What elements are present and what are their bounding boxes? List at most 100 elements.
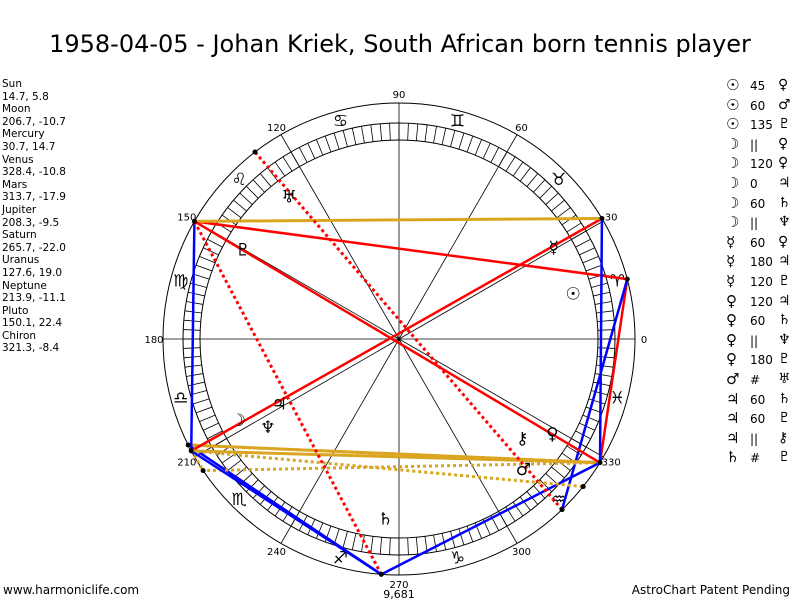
aspect-label: 60 bbox=[750, 98, 766, 113]
aspect-line bbox=[190, 217, 603, 452]
planet-marker bbox=[580, 484, 586, 490]
aspect-label: 120 bbox=[750, 294, 773, 309]
hatch-tick bbox=[274, 161, 286, 177]
aspect-line bbox=[186, 444, 205, 472]
degree-label: 300 bbox=[512, 547, 531, 558]
planet-coords: 30.7, 14.7 bbox=[2, 140, 56, 153]
hatch-tick bbox=[533, 485, 546, 499]
aspect-label: 180 bbox=[750, 255, 773, 270]
zodiac-sign-icon: ♊ bbox=[450, 112, 465, 132]
hatch-tick bbox=[370, 124, 374, 142]
hatch-tick bbox=[490, 147, 500, 163]
planet-glyph-icon: ☉ bbox=[726, 76, 740, 94]
hatch-tick bbox=[407, 537, 409, 555]
planet-glyph-icon: ♆ bbox=[778, 331, 791, 348]
planet-glyph-icon: ☽ bbox=[726, 193, 740, 212]
aspect-label: 60 bbox=[750, 314, 766, 329]
planet-glyph-icon: ☉ bbox=[726, 95, 740, 114]
planet-marker bbox=[200, 468, 206, 474]
hatch-tick bbox=[505, 156, 516, 172]
hatch-tick bbox=[227, 207, 242, 219]
hatch-tick bbox=[597, 319, 615, 323]
hatch-tick bbox=[415, 537, 419, 555]
degree-label: 0 bbox=[641, 335, 647, 346]
planet-glyph-icon: ♀ bbox=[726, 350, 737, 369]
aspect-line bbox=[598, 278, 629, 463]
radial-line bbox=[398, 338, 518, 544]
planet-marker bbox=[624, 276, 630, 282]
aspect-row: ♀ 180 ♇ bbox=[726, 350, 800, 370]
degree-label: 90 bbox=[393, 90, 406, 101]
aspect-label: || bbox=[750, 137, 759, 152]
planet-coords: 313.7, -17.9 bbox=[2, 191, 66, 204]
degree-label: 60 bbox=[515, 123, 528, 134]
site-link[interactable]: www.harmoniclife.com bbox=[3, 583, 140, 597]
planet-name: Chiron bbox=[2, 329, 37, 342]
aspect-line bbox=[194, 217, 602, 223]
hatch-tick bbox=[596, 364, 614, 368]
hatch-tick bbox=[315, 139, 324, 156]
aspect-row: ☽ || ♀ bbox=[726, 135, 800, 155]
planet-marker bbox=[559, 507, 565, 513]
planet-name: Uranus bbox=[2, 254, 40, 267]
hatch-tick bbox=[233, 199, 247, 212]
hatch-tick bbox=[407, 123, 409, 141]
aspect-row: ♃ 60 ♄ bbox=[726, 390, 800, 410]
aspect-row: ♂ # ♅ bbox=[726, 370, 800, 390]
aspect-label: 60 bbox=[750, 235, 766, 250]
planet-name: Neptune bbox=[2, 279, 47, 292]
aspect-row: ☽ || ♆ bbox=[726, 213, 800, 233]
hatch-tick bbox=[195, 406, 213, 414]
planet-glyph-icon: ☽ bbox=[726, 213, 740, 232]
planet-glyph-icon: ☿ bbox=[726, 271, 736, 290]
hatch-tick bbox=[389, 123, 391, 141]
chart-number: 9,681 bbox=[383, 588, 415, 600]
degree-label: 270 bbox=[389, 580, 408, 591]
hatch-tick bbox=[351, 128, 357, 145]
aspect-label: || bbox=[750, 333, 759, 348]
aspect-row: ☉ 45 ♀ bbox=[726, 76, 800, 96]
planet-coords: 150.1, 22.4 bbox=[2, 317, 63, 330]
radial-line bbox=[398, 134, 518, 340]
hatch-tick bbox=[556, 207, 571, 219]
hatch-tick bbox=[512, 161, 524, 177]
aspect-label: 0 bbox=[750, 176, 758, 191]
radial-line bbox=[280, 338, 400, 544]
aspect-label: || bbox=[750, 431, 759, 446]
aspect-row: ♀ 60 ♄ bbox=[726, 311, 800, 331]
aspect-row: ☽ 60 ♄ bbox=[726, 194, 800, 214]
aspect-label: 60 bbox=[750, 392, 766, 407]
hatch-tick bbox=[594, 301, 612, 305]
aspect-row: ☽ 0 ♃ bbox=[726, 174, 800, 194]
zodiac-sign-icon: ♍ bbox=[173, 272, 188, 292]
hatch-tick bbox=[415, 123, 419, 141]
hatch-tick bbox=[199, 414, 216, 423]
hatch-tick bbox=[342, 531, 348, 548]
planet-coords: 14.7, 5.8 bbox=[2, 90, 49, 103]
planet-coords: 321.3, -8.4 bbox=[2, 342, 60, 355]
degree-label: 120 bbox=[267, 123, 286, 134]
hatch-tick bbox=[594, 373, 612, 377]
hatch-tick bbox=[466, 135, 474, 153]
aspect-line bbox=[253, 151, 564, 511]
hatch-tick bbox=[192, 398, 210, 405]
aspect-label: 180 bbox=[750, 353, 773, 368]
planet-glyph-icon: ♃ bbox=[726, 428, 740, 447]
aspect-label: # bbox=[750, 451, 761, 466]
planet-glyph-icon: ♅ bbox=[778, 370, 791, 387]
planet-glyph-icon: ☿ bbox=[726, 232, 736, 251]
hatch-tick bbox=[585, 264, 603, 272]
hatch-tick bbox=[259, 173, 272, 187]
planet-marker bbox=[252, 149, 258, 155]
planet-glyph-icon: ♄ bbox=[778, 390, 791, 407]
aspect-row: ♀ 120 ♃ bbox=[726, 292, 800, 312]
aspect-row: ☉ 135 ♇ bbox=[726, 115, 800, 135]
aspect-line bbox=[189, 221, 196, 451]
aspect-line bbox=[380, 461, 601, 576]
aspect-list: ☉ 45 ♀ ☉ 60 ♂ ☉ 135 ♇ ☽ || ♀ ☽ 120 ♀ ☽ 0 ♃ ☽ 60 ♄ ☽ || ♆ ☿ 60 ♀ ☿ 18… bbox=[726, 76, 800, 468]
hatch-tick bbox=[199, 255, 216, 264]
hatch-tick bbox=[379, 537, 383, 555]
hatch-tick bbox=[474, 139, 483, 156]
planet-marker bbox=[599, 216, 605, 222]
planet-glyph-icon: ♇ bbox=[778, 449, 791, 466]
